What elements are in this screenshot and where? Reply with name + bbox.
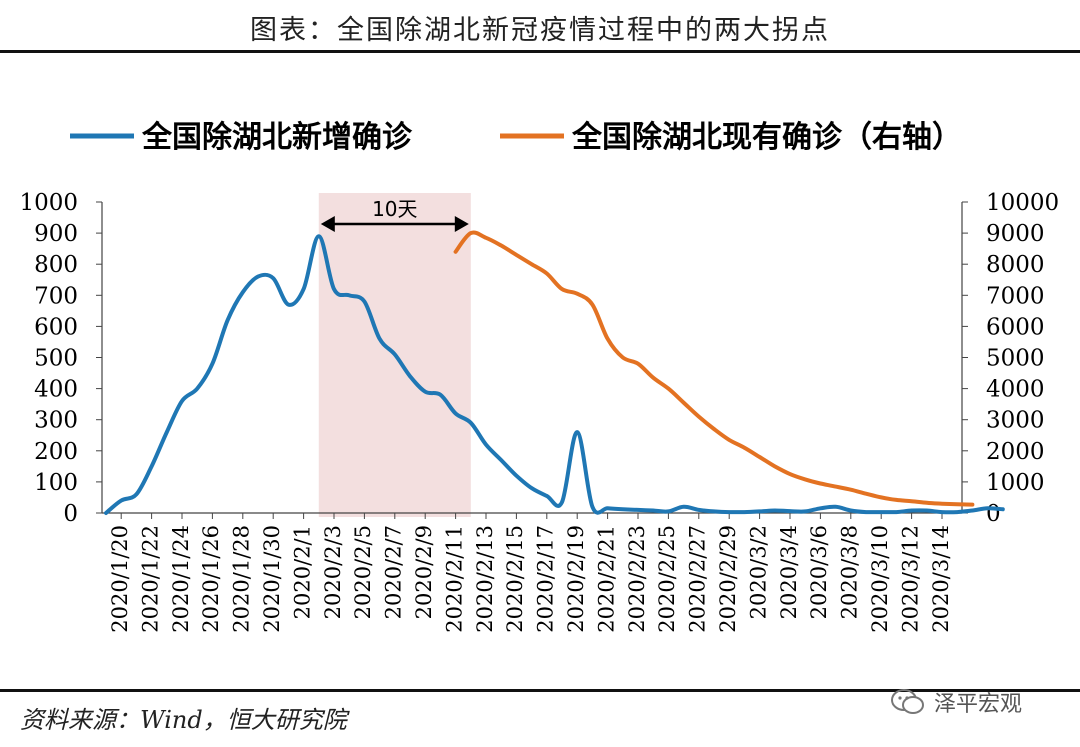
y-right-tick-label: 7000 bbox=[986, 283, 1045, 309]
x-tick-label: 2020/2/3 bbox=[321, 525, 345, 619]
x-tick-label: 2020/2/5 bbox=[351, 525, 375, 619]
legend-label: 全国除湖北新增确诊 bbox=[141, 120, 413, 155]
source-note: 资料来源：Wind，恒大研究院 bbox=[20, 706, 347, 734]
x-tick-label: 2020/2/29 bbox=[716, 525, 740, 633]
y-left-tick-label: 500 bbox=[34, 346, 78, 372]
x-tick-label: 2020/2/15 bbox=[503, 525, 527, 633]
x-tick-label: 2020/2/7 bbox=[382, 525, 406, 619]
x-tick-label: 2020/2/19 bbox=[564, 525, 588, 633]
duration-arrow-left-head bbox=[320, 216, 335, 232]
x-tick-label: 2020/2/25 bbox=[655, 525, 679, 633]
x-tick-label: 2020/1/30 bbox=[260, 525, 284, 633]
y-left-tick-label: 900 bbox=[34, 221, 78, 247]
watermark-text: 泽平宏观 bbox=[934, 692, 1023, 717]
x-tick-label: 2020/1/24 bbox=[169, 525, 193, 633]
top-rule bbox=[0, 50, 1080, 53]
duration-label: 10天 bbox=[372, 197, 417, 221]
y-left-tick-label: 600 bbox=[34, 314, 78, 340]
x-tick-label: 2020/3/10 bbox=[868, 525, 892, 633]
y-left-tick-label: 200 bbox=[34, 439, 78, 465]
x-tick-label: 2020/2/21 bbox=[594, 525, 618, 633]
series-line-active-cases bbox=[453, 230, 975, 507]
watermark: 泽平宏观 bbox=[890, 686, 1022, 718]
x-tick-label: 2020/3/14 bbox=[929, 525, 953, 633]
x-tick-label: 2020/2/1 bbox=[290, 525, 314, 619]
y-left-tick-label: 1000 bbox=[19, 190, 78, 216]
x-tick-label: 2020/3/6 bbox=[807, 525, 831, 619]
y-right-tick-label: 5000 bbox=[986, 346, 1045, 372]
x-tick-label: 2020/1/26 bbox=[199, 525, 223, 633]
y-right-tick-label: 8000 bbox=[986, 252, 1045, 278]
y-right-tick-label: 3000 bbox=[986, 408, 1045, 434]
x-tick-label: 2020/1/28 bbox=[230, 525, 254, 633]
y-left-tick-label: 0 bbox=[63, 501, 78, 527]
x-tick-label: 2020/3/12 bbox=[898, 525, 922, 633]
y-right-tick-label: 2000 bbox=[986, 439, 1045, 465]
x-tick-label: 2020/2/23 bbox=[625, 525, 649, 633]
y-left-tick-label: 400 bbox=[34, 377, 78, 403]
duration-arrow-right-head bbox=[454, 216, 469, 232]
y-right-tick-label: 9000 bbox=[986, 221, 1045, 247]
wechat-icon bbox=[891, 689, 924, 714]
chart: 0100200300400500600700800900100001000200… bbox=[19, 120, 1059, 633]
y-right-tick-label: 4000 bbox=[986, 377, 1045, 403]
x-tick-label: 2020/2/11 bbox=[442, 525, 466, 633]
x-tick-label: 2020/1/20 bbox=[108, 525, 132, 633]
y-left-tick-label: 300 bbox=[34, 408, 78, 434]
x-tick-label: 2020/1/22 bbox=[138, 525, 162, 633]
y-left-tick-label: 100 bbox=[34, 470, 78, 496]
x-tick-label: 2020/3/8 bbox=[838, 525, 862, 619]
x-tick-label: 2020/3/2 bbox=[746, 525, 770, 619]
chart-title: 图表：全国除湖北新冠疫情过程中的两大拐点 bbox=[250, 15, 830, 46]
y-right-tick-label: 6000 bbox=[986, 314, 1045, 340]
x-tick-label: 2020/3/4 bbox=[777, 525, 801, 619]
x-tick-label: 2020/2/27 bbox=[686, 525, 710, 633]
series-line-new-cases bbox=[104, 234, 1005, 515]
x-tick-label: 2020/2/17 bbox=[534, 525, 558, 633]
y-right-tick-label: 0 bbox=[986, 501, 1001, 527]
bottom-rule bbox=[0, 689, 1080, 692]
y-left-tick-label: 700 bbox=[34, 283, 78, 309]
y-right-tick-label: 1000 bbox=[986, 470, 1045, 496]
x-tick-label: 2020/2/9 bbox=[412, 525, 436, 619]
x-tick-label: 2020/2/13 bbox=[473, 525, 497, 633]
y-left-tick-label: 800 bbox=[34, 252, 78, 278]
y-right-tick-label: 10000 bbox=[986, 190, 1059, 216]
legend-label: 全国除湖北现有确诊（右轴） bbox=[571, 120, 962, 155]
